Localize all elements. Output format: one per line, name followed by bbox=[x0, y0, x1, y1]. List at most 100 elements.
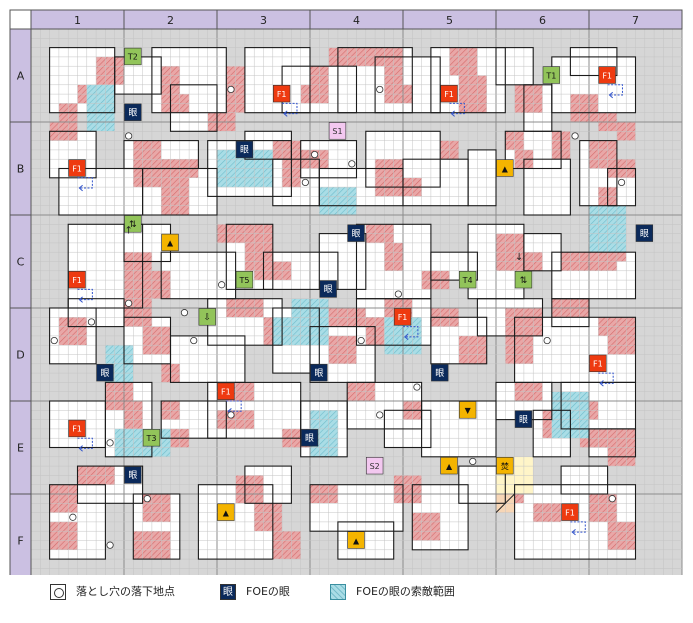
foe-eye-icon: 眼 bbox=[96, 363, 114, 382]
patrol-arrow-icon bbox=[283, 110, 288, 117]
svg-text:眼: 眼 bbox=[324, 284, 333, 295]
svg-text:T2: T2 bbox=[127, 53, 138, 62]
damage-floor bbox=[254, 503, 283, 532]
damage-floor bbox=[142, 270, 171, 299]
svg-text:F1: F1 bbox=[72, 164, 82, 173]
down-arrow-icon: ⇩ bbox=[198, 308, 216, 326]
wall-edge bbox=[467, 149, 497, 207]
wall-edge bbox=[151, 47, 227, 114]
svg-text:眼: 眼 bbox=[128, 108, 137, 119]
wall-edge bbox=[197, 484, 274, 560]
damage-floor bbox=[272, 531, 301, 560]
svg-text:F1: F1 bbox=[277, 90, 287, 99]
arrow-up-icon: ↑ bbox=[124, 226, 132, 237]
wall-edge bbox=[49, 130, 97, 179]
wall-edge bbox=[67, 298, 125, 328]
range-icon bbox=[330, 584, 346, 600]
point-s1-icon: S1 bbox=[328, 122, 347, 140]
wall-edge bbox=[67, 223, 144, 309]
wall-edge bbox=[309, 484, 404, 532]
svg-text:⇩: ⇩ bbox=[203, 313, 211, 323]
wall-edge bbox=[374, 56, 441, 114]
svg-text:F1: F1 bbox=[593, 360, 603, 369]
teleport-t1-icon: T1 bbox=[542, 66, 561, 84]
patrol-arrow-icon bbox=[450, 110, 455, 117]
damage-floor bbox=[449, 47, 478, 76]
column-label-4: 4 bbox=[353, 14, 360, 27]
svg-text:T5: T5 bbox=[238, 276, 249, 285]
legend-range-label: FOEの眼の索敵範囲 bbox=[356, 585, 455, 598]
foe-f1-icon: F1 bbox=[598, 66, 616, 84]
patrol-arrow-icon bbox=[608, 91, 614, 99]
foe-eye-icon: 眼 bbox=[431, 363, 449, 382]
wall-edge bbox=[411, 484, 469, 551]
pit-landing-icon bbox=[50, 336, 58, 345]
row-header bbox=[9, 493, 32, 575]
svg-text:焚: 焚 bbox=[501, 462, 509, 471]
foe-f1-icon: F1 bbox=[217, 382, 235, 400]
foe-f1-icon: F1 bbox=[440, 85, 458, 103]
pit-landing-icon bbox=[227, 411, 235, 419]
arrow-down-icon: ↓ bbox=[515, 252, 523, 263]
svg-text:F1: F1 bbox=[602, 71, 612, 80]
pit-landing-icon bbox=[413, 383, 421, 391]
patrol-path bbox=[282, 102, 298, 115]
damage-floor bbox=[412, 512, 441, 541]
patrol-path bbox=[403, 326, 419, 338]
wall-edge bbox=[523, 158, 571, 216]
floor-area bbox=[561, 466, 608, 494]
wall-edge bbox=[607, 167, 637, 207]
pit-landing-icon bbox=[190, 336, 198, 345]
legend-eye-label: FOEの眼 bbox=[246, 585, 290, 598]
teleport-t4-icon: T4 bbox=[458, 270, 477, 289]
svg-text:⇅: ⇅ bbox=[129, 220, 137, 230]
patrol-path bbox=[77, 177, 93, 189]
damage-floor bbox=[235, 475, 264, 504]
svg-text:眼: 眼 bbox=[305, 433, 314, 444]
foe-eye-icon: 眼 bbox=[514, 410, 533, 428]
patrol-path bbox=[226, 400, 242, 412]
wall-edge bbox=[160, 400, 227, 439]
eye-icon: 眼 bbox=[220, 584, 236, 600]
column-label-5: 5 bbox=[446, 14, 453, 27]
svg-text:F1: F1 bbox=[444, 90, 454, 99]
pit-landing-icon bbox=[348, 160, 356, 168]
svg-text:▲: ▲ bbox=[502, 164, 509, 173]
patrol-arrow-icon bbox=[78, 296, 83, 303]
wall-edge bbox=[551, 251, 637, 300]
svg-text:S1: S1 bbox=[332, 127, 342, 136]
svg-text:F1: F1 bbox=[72, 276, 82, 285]
patrol-path bbox=[570, 521, 586, 533]
legend-eye: 眼 FOEの眼 bbox=[220, 583, 290, 600]
foe-eye-icon: 眼 bbox=[347, 224, 365, 242]
wall-edge bbox=[132, 493, 181, 560]
row-label-B: B bbox=[17, 163, 25, 176]
teleport-t2-icon: T2 bbox=[124, 47, 142, 66]
column-label-3: 3 bbox=[260, 14, 267, 27]
pit-landing-icon bbox=[469, 457, 477, 466]
row-label-E: E bbox=[17, 442, 24, 455]
pit-landing-icon bbox=[543, 336, 551, 345]
patrol-arrow-icon bbox=[404, 333, 409, 340]
wall-edge bbox=[49, 307, 97, 365]
svg-text:眼: 眼 bbox=[240, 145, 249, 156]
point-s2-icon: S2 bbox=[365, 456, 384, 475]
svg-text:T1: T1 bbox=[545, 71, 556, 80]
foe-eye-icon: 眼 bbox=[319, 280, 337, 298]
wall-edge bbox=[225, 223, 274, 290]
foe-eye-icon: 眼 bbox=[124, 103, 142, 121]
stairs-up-icon: ▲ bbox=[440, 456, 458, 475]
wall-edge bbox=[430, 251, 478, 281]
pit-landing-icon bbox=[311, 150, 319, 159]
pit-landing-icon bbox=[106, 541, 114, 549]
column-label-2: 2 bbox=[167, 14, 174, 27]
row-label-C: C bbox=[17, 256, 25, 269]
patrol-path bbox=[77, 288, 93, 301]
pit-landing-icon bbox=[180, 309, 189, 317]
svg-text:F1: F1 bbox=[398, 313, 408, 322]
svg-text:⇅: ⇅ bbox=[520, 276, 528, 286]
map-headers: 1 2 3 4 5 6 7 A B C D E F bbox=[9, 9, 683, 575]
patrol-path bbox=[598, 372, 614, 384]
damage-floor bbox=[49, 521, 78, 550]
